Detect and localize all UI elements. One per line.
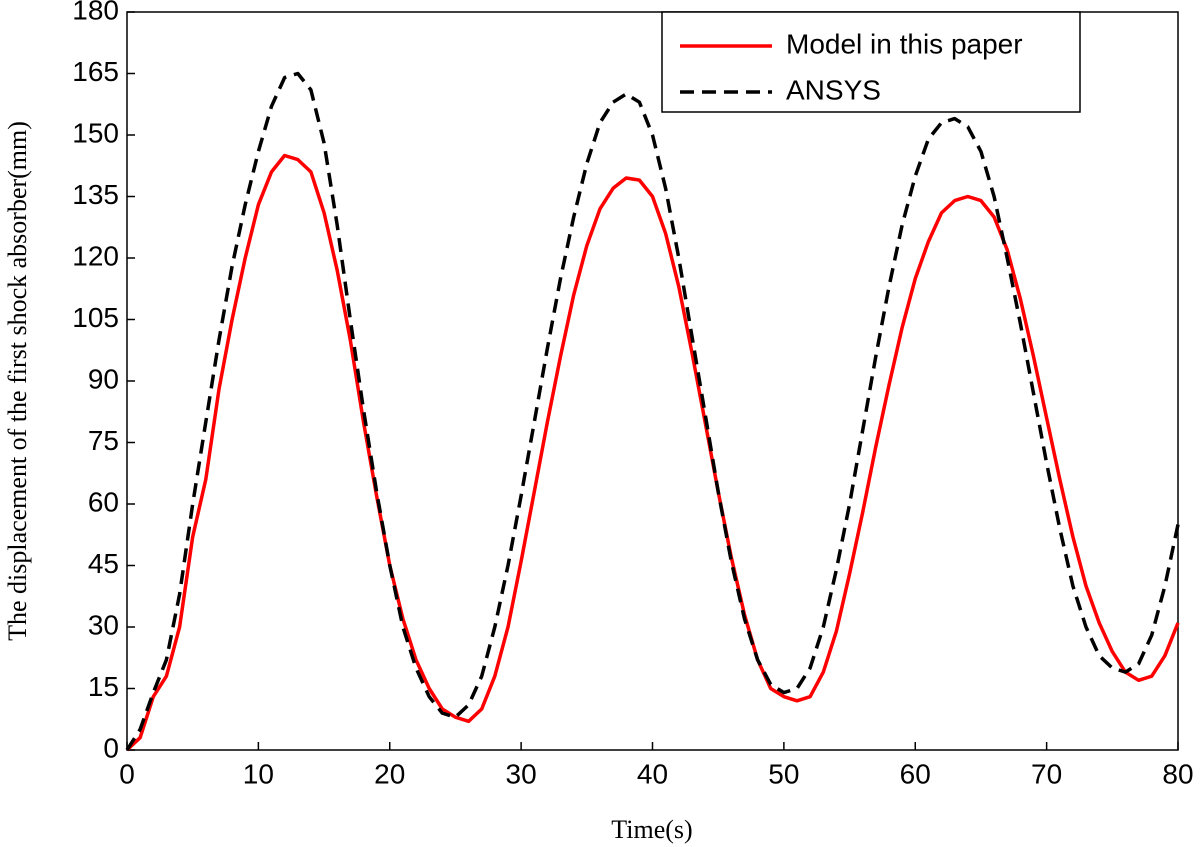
y-tick-label: 120: [72, 240, 119, 271]
y-tick-label: 30: [88, 609, 119, 640]
x-tick-label: 40: [637, 758, 668, 789]
y-axis-label: The displacement of the first shock abso…: [3, 121, 32, 641]
y-tick-label: 105: [72, 302, 119, 333]
y-tick-label: 45: [88, 548, 119, 579]
legend-box: [661, 11, 1081, 113]
y-tick-label: 135: [72, 179, 119, 210]
x-tick-label: 30: [506, 758, 537, 789]
y-tick-label: 75: [88, 425, 119, 456]
x-tick-label: 20: [374, 758, 405, 789]
x-tick-label: 70: [1031, 758, 1062, 789]
line-series: [125, 153, 1180, 752]
x-tick-label: 0: [119, 758, 135, 789]
y-tick-label: 180: [72, 0, 119, 25]
y-tick-label: 60: [88, 486, 119, 517]
x-axis-label: Time(s): [611, 815, 692, 844]
legend-label: ANSYS: [786, 74, 881, 105]
y-tick-label: 0: [103, 732, 119, 763]
y-tick-label: 165: [72, 56, 119, 87]
x-tick-label: 10: [243, 758, 274, 789]
y-tick-label: 15: [88, 671, 119, 702]
x-tick-label: 60: [900, 758, 931, 789]
y-tick-label: 90: [88, 363, 119, 394]
x-tick-label: 80: [1162, 758, 1193, 789]
legend-label: Model in this paper: [786, 28, 1023, 59]
x-tick-label: 50: [768, 758, 799, 789]
plot-frame: [126, 11, 1179, 751]
line-series: [125, 71, 1180, 751]
y-tick-label: 150: [72, 117, 119, 148]
